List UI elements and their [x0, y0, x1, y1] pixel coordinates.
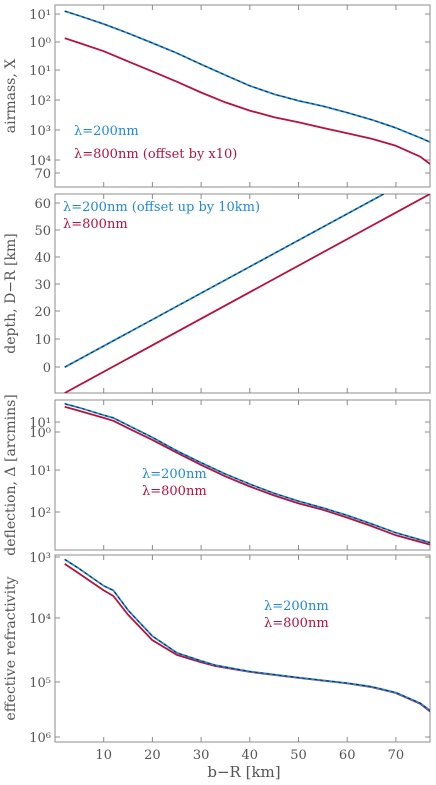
x-tick-label: 30	[193, 748, 210, 763]
panel-frame	[54, 554, 431, 743]
y-tick-label: 10¹	[29, 464, 51, 479]
y-axis-label: effective refractivity	[3, 576, 19, 720]
x-tick-label: 50	[290, 748, 307, 763]
y-tick-label: 10¹	[29, 64, 51, 79]
x-tick-label: 70	[388, 748, 405, 763]
series-line-blue	[64, 10, 430, 143]
panel-frame	[54, 399, 431, 551]
legend-entry-red: λ=800nm	[142, 484, 207, 499]
y-tick-label: 10³	[29, 551, 51, 566]
y-axis-label: depth, D−R [km]	[3, 233, 19, 353]
legend-entry-blue: λ=200nm	[74, 124, 139, 139]
panel-frame	[54, 4, 431, 188]
y-tick-label: 0	[43, 361, 51, 376]
series-line-overlay	[64, 403, 430, 543]
y-tick-label: 30	[34, 278, 51, 293]
legend-entry-red: λ=800nm	[264, 616, 329, 631]
series-line-red	[64, 405, 430, 546]
legend-entry-blue: λ=200nm (offset up by 10km)	[63, 200, 260, 215]
legend-entry-red: λ=800nm (offset by x10)	[74, 147, 237, 162]
x-tick-label: 10	[95, 748, 112, 763]
legend-entry-blue: λ=200nm	[142, 467, 207, 482]
x-tick-label: 40	[242, 748, 259, 763]
y-tick-label: 20	[34, 305, 51, 320]
y-tick-label: 10⁴	[29, 612, 51, 627]
panel-2: 0 10 20 30 40 50 60 70 depth, D−R [km] λ=200nm (o…	[3, 167, 431, 394]
y-axis-label: airmass, X	[3, 59, 19, 133]
series-line-overlay	[64, 10, 430, 143]
y-axis-label: deflection, Δ [arcmins]	[3, 394, 19, 555]
series-line-overlay	[64, 194, 384, 368]
x-tick-label: 60	[339, 748, 356, 763]
y-tick-label: 10⁰	[29, 36, 51, 51]
y-tick-label: 40	[34, 251, 51, 266]
x-axis-label: b−R [km]	[207, 763, 280, 781]
y-tick-label: 10²	[29, 94, 51, 109]
panel-4: 10⁶ 10⁵ 10⁴ 10³ effective refractivity λ=200n…	[3, 551, 431, 746]
y-tick-label: 50	[34, 224, 51, 239]
series-line-red	[64, 37, 430, 165]
y-tick-label: 10¹	[29, 8, 51, 23]
y-tick-label: 10	[34, 333, 51, 348]
series-line-red	[64, 563, 430, 713]
y-tick-label: 10⁵	[29, 676, 51, 691]
legend-entry-blue: λ=200nm	[264, 599, 329, 614]
y-tick-label: 70	[34, 167, 51, 182]
series-line-red	[64, 194, 430, 393]
y-tick-label: 10²	[29, 506, 51, 521]
y-tick-label: 10⁰	[29, 426, 51, 441]
x-tick-label: 20	[144, 748, 161, 763]
series-line-overlay	[64, 559, 430, 711]
y-tick-label: 10⁶	[29, 731, 51, 746]
legend-entry-red: λ=800nm	[63, 217, 128, 232]
y-tick-label: 10¹	[29, 416, 51, 431]
panel-frame	[54, 193, 431, 394]
panel-1: 10⁴ 10³ 10² 10¹ 10⁰ 10¹ airmass, X λ=200nm λ=800…	[3, 4, 431, 188]
y-tick-label: 10⁴	[29, 154, 51, 169]
y-tick-label: 10³	[29, 124, 51, 139]
y-tick-label: 60	[34, 197, 51, 212]
